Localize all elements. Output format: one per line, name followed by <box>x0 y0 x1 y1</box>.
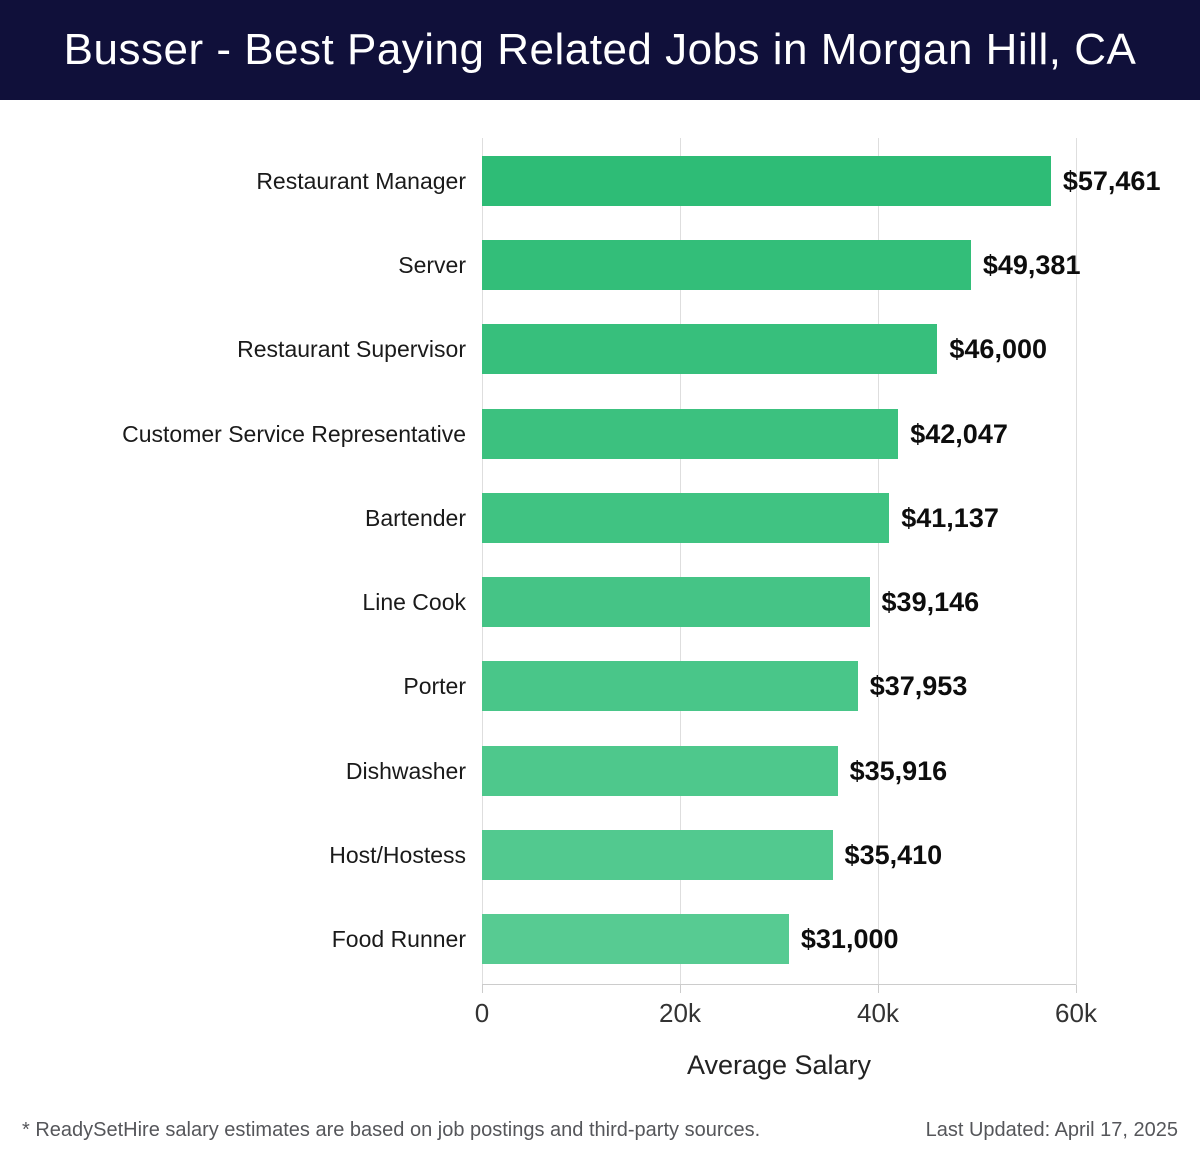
value-label: $31,000 <box>800 923 899 954</box>
category-label: Server <box>398 252 466 279</box>
value-label: $35,916 <box>849 755 948 786</box>
bar-row: Food Runner $31,000 <box>0 913 1200 964</box>
x-axis-line <box>482 984 1076 985</box>
chart-title-bar: Busser - Best Paying Related Jobs in Mor… <box>0 0 1200 100</box>
bar <box>482 577 870 628</box>
category-label: Bartender <box>364 504 466 531</box>
bar <box>482 240 971 291</box>
value-label: $49,381 <box>982 250 1081 281</box>
bar-row: Line Cook $39,146 <box>0 577 1200 628</box>
x-axis-title: Average Salary <box>686 1050 872 1080</box>
bar <box>482 408 899 459</box>
value-label: $42,047 <box>910 418 1008 449</box>
x-tick-mark-20k <box>680 985 681 993</box>
x-tick-label-20k: 20k <box>659 998 701 1028</box>
category-label: Host/Hostess <box>329 841 466 868</box>
category-label: Dishwasher <box>345 757 466 784</box>
bar <box>482 745 838 796</box>
x-tick-mark-0 <box>482 985 483 993</box>
gridline-40k <box>878 138 879 985</box>
bar-row: Dishwasher $35,916 <box>0 745 1200 796</box>
gridline-20k <box>680 138 681 985</box>
chart-title: Busser - Best Paying Related Jobs in Mor… <box>63 25 1137 74</box>
category-label: Restaurant Manager <box>256 168 466 194</box>
bar-row: Customer Service Representative $42,047 <box>0 408 1200 459</box>
x-tick-label-60k: 60k <box>1055 998 1097 1028</box>
bar-row: Porter $37,953 <box>0 661 1200 712</box>
gridline-0 <box>482 138 483 985</box>
value-label: $37,953 <box>869 671 968 702</box>
value-label: $39,146 <box>881 587 980 618</box>
bar <box>482 324 938 375</box>
bar-row: Server $49,381 <box>0 240 1200 291</box>
category-label: Porter <box>403 673 466 700</box>
x-tick-mark-60k <box>1076 985 1077 993</box>
bar-row: Host/Hostess $35,410 <box>0 829 1200 880</box>
bar <box>482 829 833 880</box>
gridline-60k <box>1076 138 1077 985</box>
bar <box>482 661 858 712</box>
bar <box>482 913 789 964</box>
bar <box>482 156 1051 206</box>
footer-last-updated: Last Updated: April 17, 2025 <box>925 1119 1178 1141</box>
footer-disclaimer: * ReadySetHire salary estimates are base… <box>22 1119 761 1141</box>
value-label: $41,137 <box>901 502 999 533</box>
plot-area <box>482 138 1077 993</box>
x-tick-label-0: 0 <box>474 998 490 1028</box>
x-tick-mark-40k <box>878 985 879 993</box>
bar <box>482 492 890 543</box>
category-label: Food Runner <box>331 925 466 952</box>
category-label: Customer Service Representative <box>122 420 466 447</box>
bar-row: Restaurant Supervisor $46,000 <box>0 324 1200 375</box>
bar-row: Bartender $41,137 <box>0 492 1200 543</box>
value-label: $46,000 <box>949 334 1047 365</box>
bar-row: Restaurant Manager $57,461 <box>0 156 1200 206</box>
category-label: Restaurant Supervisor <box>237 336 466 363</box>
value-label: $57,461 <box>1062 166 1161 196</box>
category-label: Line Cook <box>362 589 466 616</box>
value-label: $35,410 <box>844 839 943 870</box>
x-tick-label-40k: 40k <box>857 998 899 1028</box>
